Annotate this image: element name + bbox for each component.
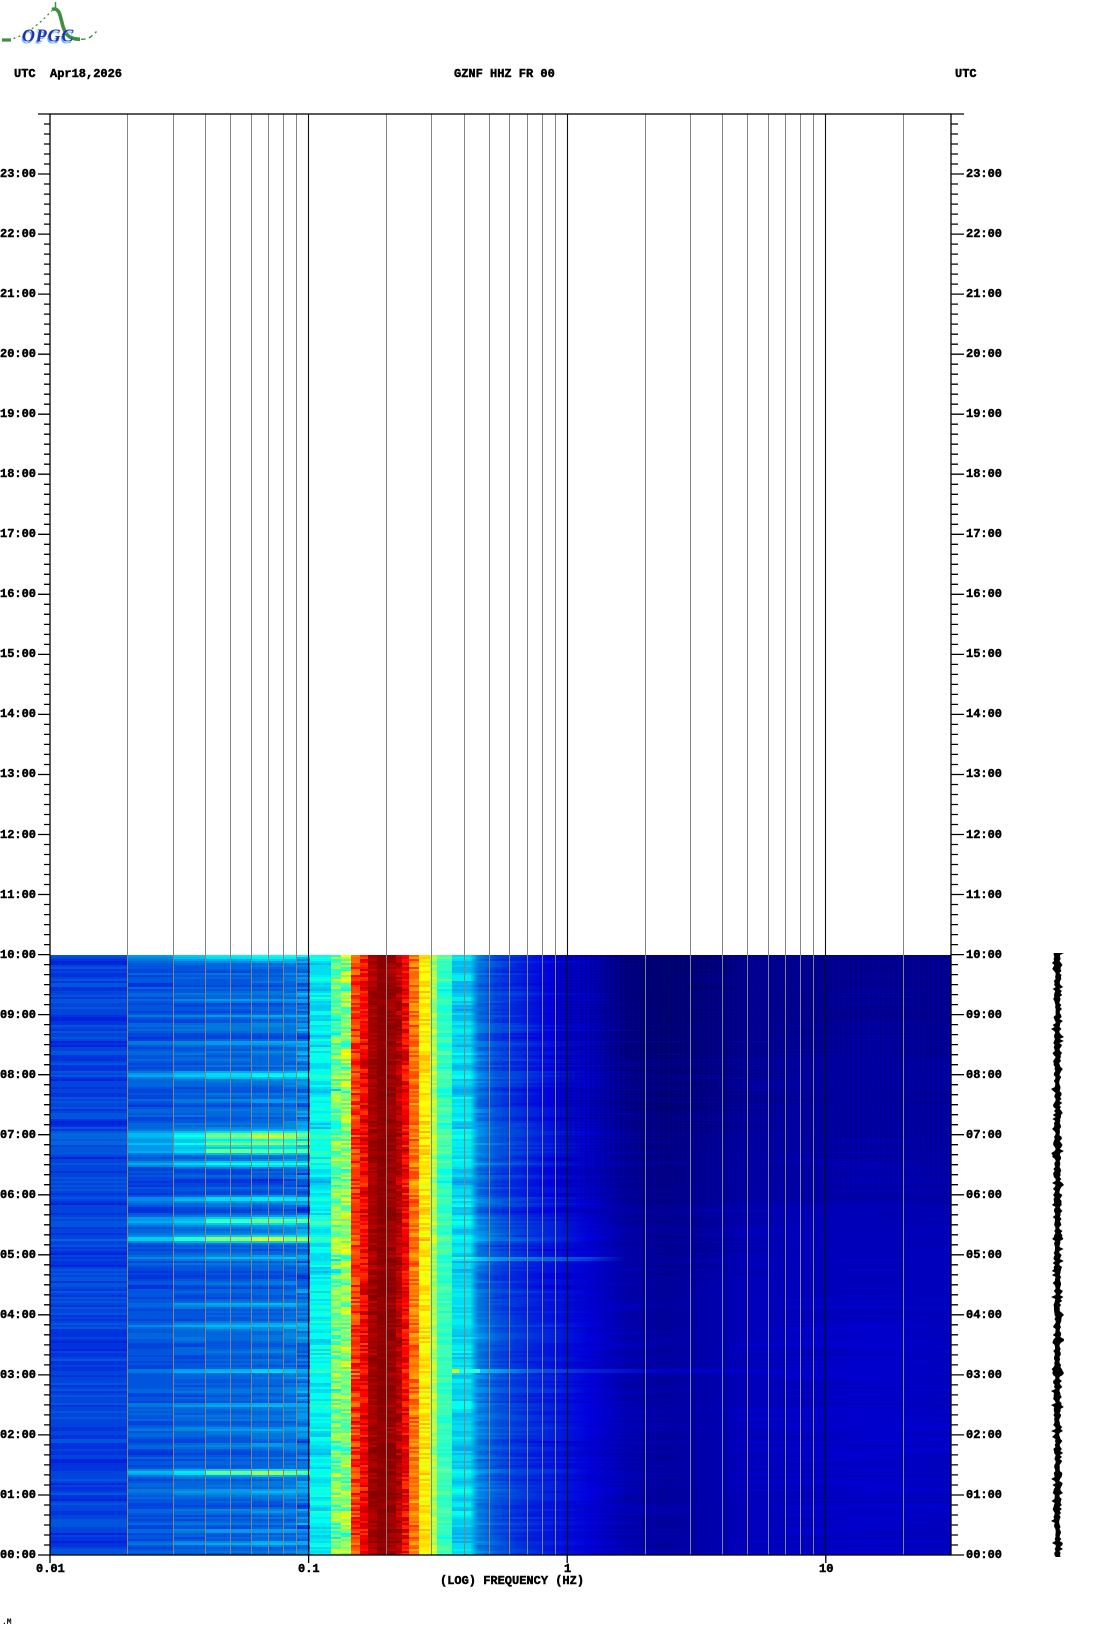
svg-text:OPGC: OPGC [22,26,74,46]
svg-text:OPGC: OPGC [21,28,73,48]
